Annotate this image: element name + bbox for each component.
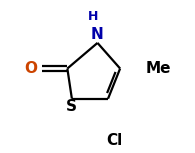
- Text: H: H: [88, 10, 98, 23]
- Text: O: O: [24, 61, 37, 76]
- Text: N: N: [91, 27, 104, 42]
- Text: Cl: Cl: [106, 133, 122, 148]
- Text: Me: Me: [146, 61, 171, 76]
- Text: S: S: [66, 99, 77, 114]
